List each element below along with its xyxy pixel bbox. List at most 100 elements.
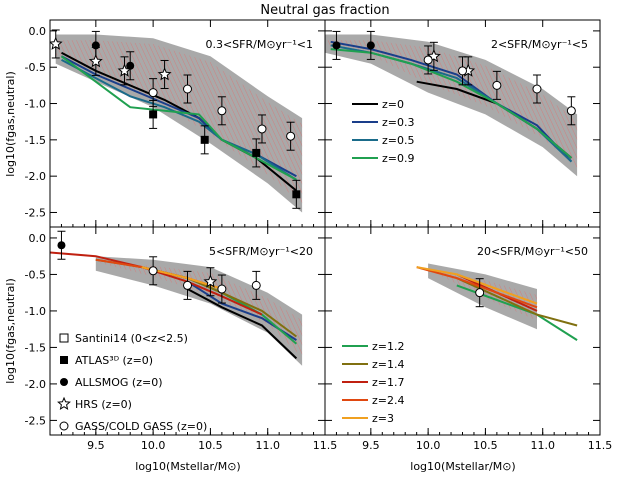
data-point-open — [183, 280, 192, 290]
x-axis-label: log10(Mstellar/M⊙) — [135, 460, 240, 473]
y-tick-label: 0.0 — [29, 25, 47, 38]
y-tick-label: -2.5 — [25, 206, 46, 219]
data-point-star — [203, 274, 218, 288]
y-tick-label: -0.5 — [25, 61, 46, 74]
y-tick-label: -1.5 — [25, 341, 46, 354]
series-line-z-1-4 — [456, 277, 578, 327]
hatched-band — [55, 40, 303, 204]
legend-label: HRS (z=0) — [75, 398, 132, 411]
legend-label: z=3 — [372, 412, 394, 425]
data-point-star — [117, 63, 132, 77]
data-point-square — [252, 148, 261, 157]
x-tick-label: 11.0 — [255, 439, 280, 452]
legend-label: z=1.7 — [372, 376, 404, 389]
y-tick-label: -0.5 — [25, 268, 46, 281]
panel-label: 20<SFR/M⊙yr⁻¹<50 — [477, 245, 588, 258]
legend-marker-square — [60, 356, 68, 364]
panel-1: 0.0 -0.5 -1.0 -1.5 -2.0 -2.5 0.3<SFR/M⊙yr⁻¹<1 — [25, 19, 326, 228]
panel-2: 2<SFR/M⊙yr⁻¹<5 — [324, 19, 601, 228]
data-point-open — [148, 266, 158, 276]
legend-redshift-top: z=0 z=0.3 z=0.5 z=0.9 — [352, 98, 414, 165]
panel-plot-area — [50, 230, 303, 366]
y-tick-label: 0.0 — [29, 232, 47, 245]
data-point-star — [157, 67, 172, 81]
data-point-open — [492, 80, 502, 90]
legend-label: z=0 — [382, 98, 404, 111]
scatter-band — [325, 34, 578, 177]
panel-frame — [324, 226, 601, 436]
data-point-open — [286, 131, 296, 141]
panel-label: 5<SFR/M⊙yr⁻¹<20 — [209, 245, 313, 258]
y-tick-label: -1.0 — [25, 305, 46, 318]
data-point-square — [292, 190, 301, 199]
data-point-open — [183, 84, 192, 94]
data-point-circle — [57, 241, 66, 250]
legend-label: z=0.9 — [382, 152, 414, 165]
legend-redshift-bottom: z=1.2 z=1.4 z=1.7 z=2.4 z=3 — [342, 340, 404, 425]
y-tick-label: -1.5 — [25, 134, 46, 147]
panel-label: 2<SFR/M⊙yr⁻¹<5 — [491, 38, 588, 51]
hatched-band — [325, 40, 578, 168]
y-axis-label-lower: log10(fgas,neutral) — [4, 278, 17, 384]
legend-label: z=0.3 — [382, 116, 414, 129]
data-point-open — [251, 280, 261, 290]
series-line-z-0-5 — [61, 59, 297, 181]
data-point-open — [532, 84, 542, 94]
y-tick-label: -1.0 — [25, 98, 46, 111]
data-point-star — [426, 48, 441, 63]
legend-marker-star — [57, 396, 71, 410]
x-tick-label: 11.0 — [530, 439, 555, 452]
x-tick-label: 10.0 — [416, 439, 441, 452]
data-point-open — [217, 106, 227, 116]
y-tick-label: -2.0 — [25, 170, 46, 183]
panel-4: 9.5 10.0 10.5 11.0 11.5 20<SFR/M⊙yr⁻¹<50 — [324, 226, 613, 452]
panel-plot-area — [416, 263, 578, 341]
data-point-square — [200, 135, 209, 144]
data-point-star — [50, 36, 63, 50]
data-point-circle — [126, 61, 135, 70]
legend-label: z=1.2 — [372, 340, 404, 353]
series-line-z-2-4 — [416, 266, 538, 309]
x-axis-label-right: log10(Mstellar/M⊙) — [410, 460, 515, 473]
legend-label: Santini14 (0<z<2.5) — [75, 332, 188, 345]
legend-symbols: Santini14 (0<z<2.5) ATLAS³ᴰ (z=0) ALLSMOG … — [57, 332, 207, 433]
x-tick-label: 9.5 — [87, 439, 105, 452]
panel-label: 0.3<SFR/M⊙yr⁻¹<1 — [205, 38, 313, 51]
legend-marker-square-open — [59, 333, 69, 343]
data-point-square — [149, 110, 158, 119]
legend-label: ATLAS³ᴰ (z=0) — [75, 354, 153, 367]
data-point-circle — [366, 41, 375, 50]
legend-label: z=0.5 — [382, 134, 414, 147]
panel-3: 9.5 10.0 10.5 11.0 11.5 0.0 -0.5 -1.0 -1.5 -2.0 -2… — [25, 226, 338, 452]
legend-label: z=2.4 — [372, 394, 404, 407]
legend-label: GASS/COLD GASS (z=0) — [75, 420, 207, 433]
legend-marker-open — [59, 421, 69, 431]
series-line-z-0 — [187, 288, 298, 360]
data-point-open — [475, 288, 485, 298]
legend-label: z=1.4 — [372, 358, 404, 371]
panel-plot-area — [325, 30, 578, 177]
panel-plot-area — [50, 29, 303, 213]
legend-marker-circle — [60, 378, 68, 386]
x-tick-label: 10.5 — [473, 439, 498, 452]
series-line-z-1-7 — [50, 251, 263, 316]
x-tick-label: 11.5 — [588, 439, 613, 452]
data-point-open — [423, 55, 433, 65]
data-point-open — [566, 106, 576, 116]
y-tick-label: -2.0 — [25, 378, 46, 391]
data-point-open — [217, 284, 227, 294]
y-tick-label: -2.5 — [25, 414, 46, 427]
x-tick-label: 10.5 — [198, 439, 223, 452]
data-point-open — [148, 88, 158, 98]
data-point-open — [257, 124, 267, 134]
y-axis-label: log10(fgas,neutral) — [4, 71, 17, 177]
x-tick-label: 10.0 — [141, 439, 166, 452]
data-point-star — [88, 54, 103, 68]
series-line-z-3 — [416, 266, 538, 305]
x-tick-label: 11.5 — [313, 439, 338, 452]
chart-title: Neutral gas fraction — [260, 3, 389, 18]
series-line-z-0-9 — [60, 55, 297, 181]
data-point-open — [458, 66, 467, 76]
x-tick-label: 9.5 — [362, 439, 380, 452]
